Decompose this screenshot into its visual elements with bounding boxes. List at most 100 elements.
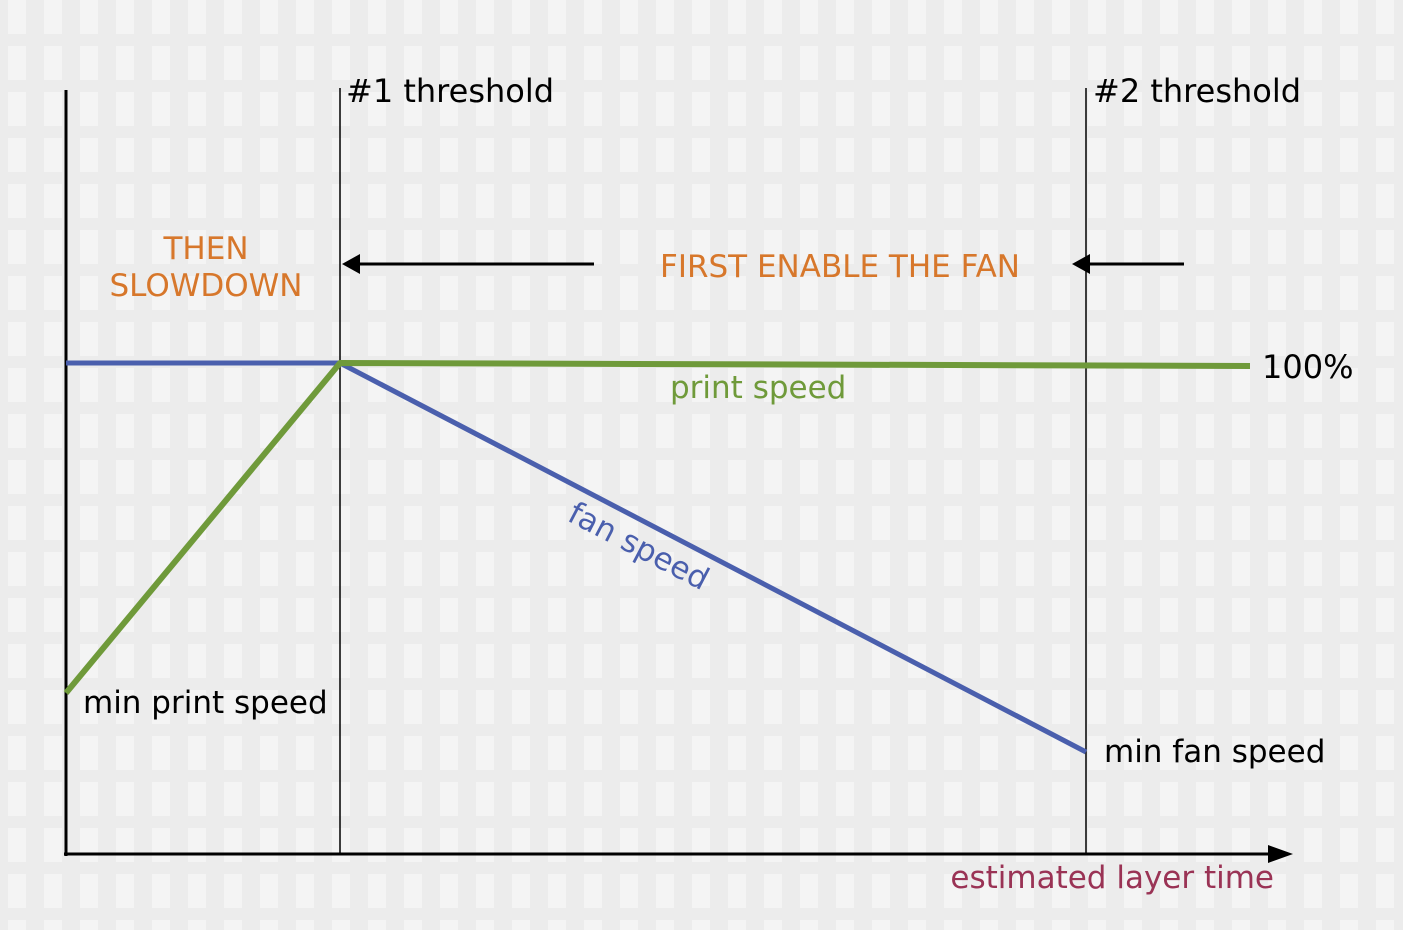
background-tile [1016, 828, 1034, 862]
background-tile [368, 460, 386, 494]
background-tile [1376, 184, 1394, 218]
background-tile [332, 782, 350, 816]
background-tile [1160, 92, 1178, 126]
background-tile [800, 368, 818, 402]
background-tile [656, 552, 674, 586]
background-tile [188, 92, 206, 126]
background-tile [44, 874, 62, 908]
background-tile [1124, 506, 1142, 540]
background-tile [440, 138, 458, 172]
background-tile [1160, 414, 1178, 448]
background-tile [1160, 828, 1178, 862]
background-tile [620, 690, 638, 724]
background-tile [116, 874, 134, 908]
background-tile [80, 920, 98, 930]
background-tile [368, 46, 386, 80]
background-tile [224, 736, 242, 770]
background-tile [8, 460, 26, 494]
background-tile [944, 782, 962, 816]
background-tile [1160, 138, 1178, 172]
background-tile [440, 322, 458, 356]
background-tile [1232, 92, 1250, 126]
background-tile [296, 782, 314, 816]
background-tile [224, 690, 242, 724]
background-tile [728, 92, 746, 126]
background-tile [1052, 230, 1070, 264]
background-tile [1088, 828, 1106, 862]
background-tile [1340, 92, 1358, 126]
background-tile [116, 46, 134, 80]
background-tile [980, 598, 998, 632]
background-tile [8, 782, 26, 816]
background-tile [944, 644, 962, 678]
background-tile [8, 276, 26, 310]
background-tile [728, 506, 746, 540]
background-tile [1376, 644, 1394, 678]
background-tile [620, 460, 638, 494]
background-tile [44, 92, 62, 126]
background-tile [1124, 138, 1142, 172]
background-tile [224, 92, 242, 126]
background-tile [512, 46, 530, 80]
background-tile [116, 368, 134, 402]
background-tile [152, 828, 170, 862]
background-tile [908, 552, 926, 586]
background-tile [908, 782, 926, 816]
background-tile [1376, 690, 1394, 724]
background-tile [584, 874, 602, 908]
background-tile [656, 874, 674, 908]
background-tile [368, 230, 386, 264]
background-tile [1340, 0, 1358, 34]
background-tile [1088, 506, 1106, 540]
background-tile [260, 92, 278, 126]
background-tile [296, 92, 314, 126]
background-tile [764, 322, 782, 356]
background-tile [476, 598, 494, 632]
background-tile [1160, 276, 1178, 310]
background-tile [1052, 552, 1070, 586]
background-tile [1232, 138, 1250, 172]
background-tile [296, 184, 314, 218]
background-tile [620, 230, 638, 264]
background-tile [1232, 414, 1250, 448]
background-tile [1304, 184, 1322, 218]
background-tile [1304, 138, 1322, 172]
min-print-speed-label: min print speed [83, 685, 328, 721]
background-tile [368, 276, 386, 310]
background-tile [224, 322, 242, 356]
background-tile [44, 184, 62, 218]
background-tile [1052, 46, 1070, 80]
background-tile [1340, 690, 1358, 724]
background-tile [836, 138, 854, 172]
background-tile [764, 368, 782, 402]
background-tile [800, 736, 818, 770]
background-tile [692, 0, 710, 34]
background-tile [1016, 782, 1034, 816]
background-tile [188, 598, 206, 632]
background-tile [1304, 736, 1322, 770]
background-tile [692, 46, 710, 80]
background-tile [440, 184, 458, 218]
background-tile [296, 0, 314, 34]
background-tile [1376, 368, 1394, 402]
background-tile [1304, 920, 1322, 930]
background-tile [1304, 598, 1322, 632]
background-tile [404, 92, 422, 126]
background-tile [80, 828, 98, 862]
background-tile [836, 368, 854, 402]
background-tile [188, 874, 206, 908]
background-tile [404, 460, 422, 494]
background-tile [584, 230, 602, 264]
background-tile [260, 506, 278, 540]
background-tile [404, 414, 422, 448]
background-tile [548, 782, 566, 816]
background-tile [404, 138, 422, 172]
background-tile [584, 920, 602, 930]
background-tile [188, 230, 206, 264]
background-tile [836, 782, 854, 816]
background-tile [1160, 230, 1178, 264]
background-tile [1124, 460, 1142, 494]
background-tile [404, 690, 422, 724]
background-tile [188, 414, 206, 448]
background-tile [656, 92, 674, 126]
